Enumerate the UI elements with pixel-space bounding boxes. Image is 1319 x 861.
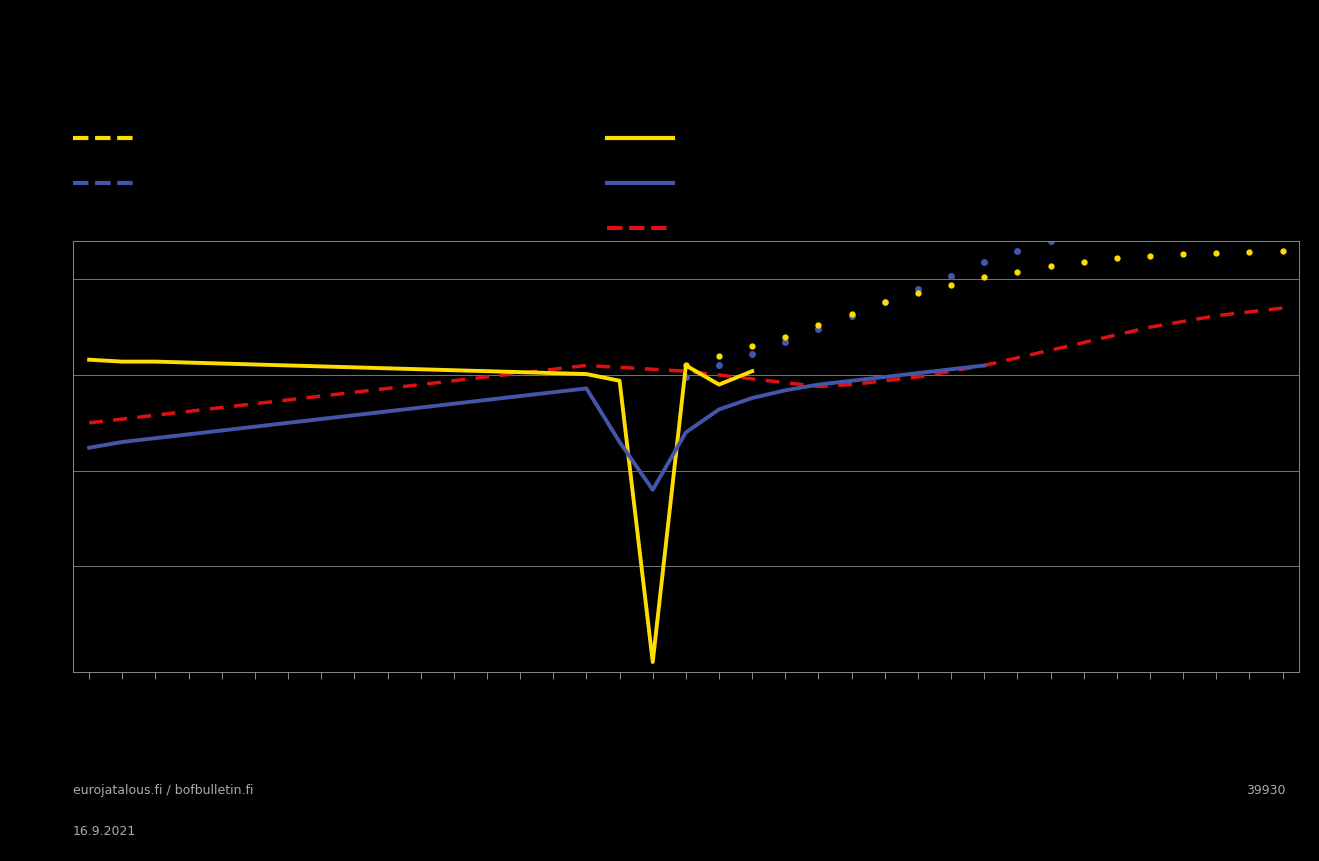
Text: eurojatalous.fi / bofbulletin.fi: eurojatalous.fi / bofbulletin.fi xyxy=(73,784,253,796)
Text: 16.9.2021: 16.9.2021 xyxy=(73,825,136,838)
Text: 39930: 39930 xyxy=(1246,784,1286,796)
